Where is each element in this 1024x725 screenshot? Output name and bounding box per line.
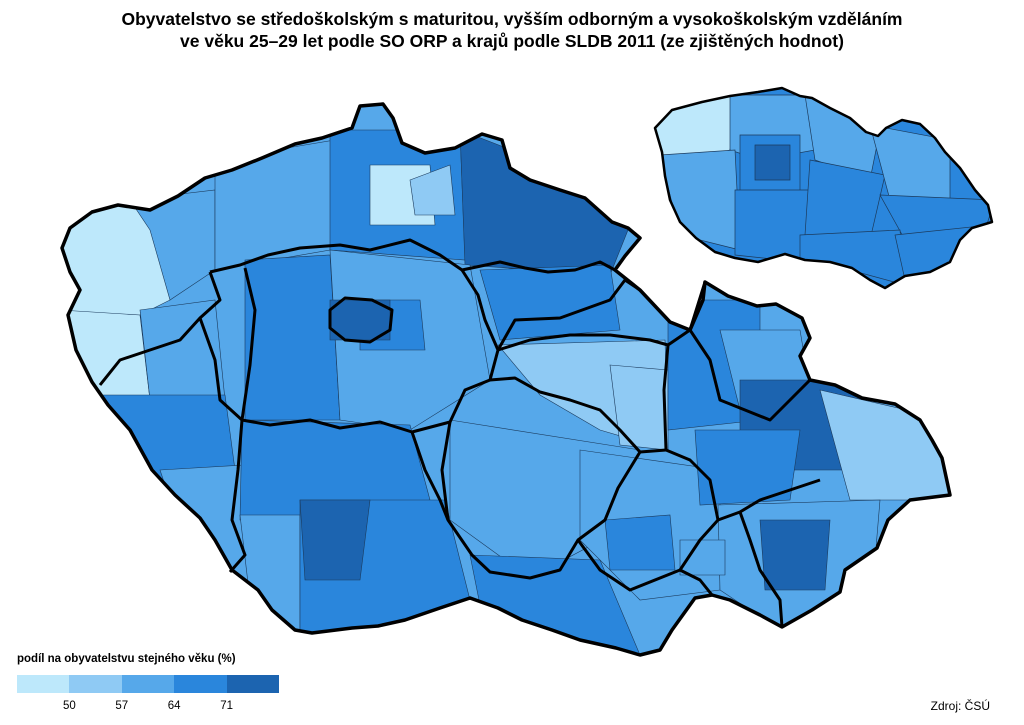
district-area	[694, 429, 801, 506]
map-title: Obyvatelstvo se středoškolským s maturit…	[0, 8, 1024, 52]
map-title-line-2: ve věku 25–29 let podle SO ORP a krajů p…	[180, 31, 844, 51]
legend-swatch-1	[17, 675, 70, 693]
legend-tick-label: 64	[167, 700, 181, 712]
border-north	[209, 238, 616, 274]
inset-map-regions	[655, 88, 992, 288]
legend-swatch-5	[226, 675, 279, 693]
inset-map-outline	[653, 86, 994, 290]
district-area	[214, 139, 336, 271]
legend-swatch-3	[121, 675, 175, 693]
inset-region-area	[754, 144, 791, 181]
border-south-bohemia	[228, 419, 450, 573]
district-area	[679, 539, 726, 576]
main-map-region-borders	[98, 238, 821, 628]
district-area	[409, 164, 456, 216]
map-title-line-1: Obyvatelstvo se středoškolským s maturit…	[121, 9, 903, 29]
legend-tick-label: 57	[115, 700, 129, 712]
border-prague	[328, 296, 394, 344]
legend-swatch-2	[69, 675, 122, 693]
district-area	[604, 514, 676, 571]
legend-tick-label: 71	[220, 700, 233, 712]
district-area	[239, 514, 301, 636]
legend-swatch-4	[174, 675, 227, 693]
legend-tick-label: 50	[62, 700, 76, 712]
inset-region-area	[799, 229, 906, 286]
inset-region-area	[894, 224, 991, 281]
border-central	[240, 267, 500, 434]
border-olomouc-ms	[665, 448, 821, 522]
district-area	[759, 519, 831, 591]
legend-color-scale	[17, 675, 279, 693]
source-note: Zdroj: ČSÚ	[930, 699, 990, 713]
district-area	[459, 129, 641, 276]
border-jmk	[576, 518, 720, 596]
district-area	[129, 189, 216, 301]
district-area	[299, 499, 371, 581]
border-west	[98, 271, 244, 422]
district-area	[244, 254, 341, 421]
border-pardubice	[497, 333, 670, 454]
border-vysocina	[440, 376, 642, 580]
legend-title: podíl na obyvatelstvu stejného věku (%)	[17, 653, 236, 665]
main-map-outline	[60, 102, 952, 657]
border-zlin	[738, 511, 784, 628]
inset-region-area	[659, 149, 741, 251]
